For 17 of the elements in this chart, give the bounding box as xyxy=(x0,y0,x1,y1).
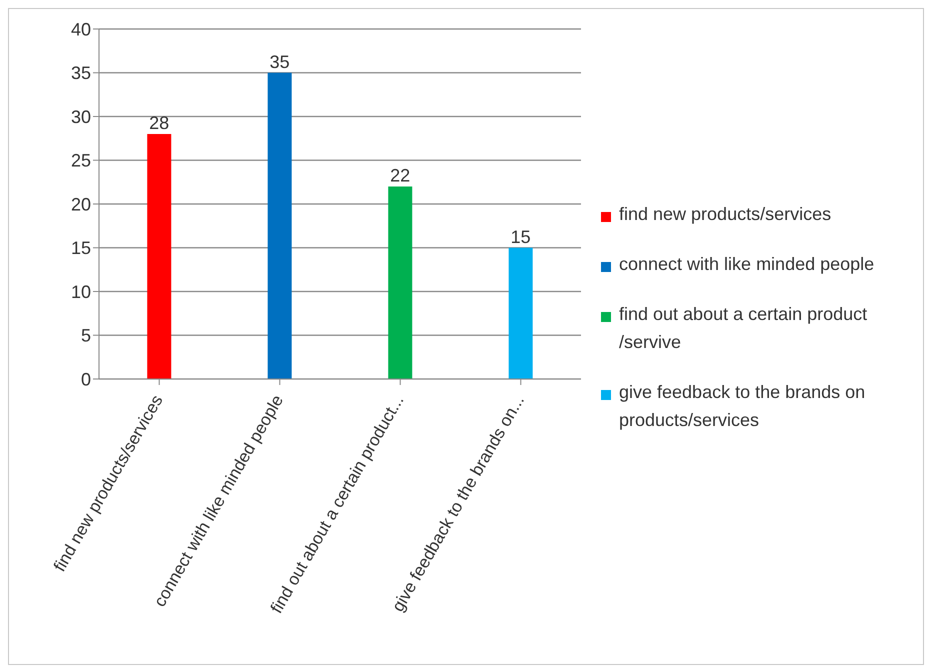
data-label: 15 xyxy=(510,226,531,247)
y-tick-label: 10 xyxy=(70,282,91,302)
y-tick-label: 30 xyxy=(70,106,91,127)
data-label: 22 xyxy=(390,166,410,186)
data-label: 35 xyxy=(270,52,290,72)
y-tick-label: 0 xyxy=(80,369,91,390)
legend-label: connect with like minded people xyxy=(619,253,874,276)
y-tick-label: 25 xyxy=(70,150,91,171)
legend-label: find new products/services xyxy=(619,203,832,226)
y-tick-label: 15 xyxy=(70,238,91,258)
y-tick-label: 20 xyxy=(70,194,91,214)
legend-label: give feedback to the brands on products/services xyxy=(619,381,866,432)
data-label: 28 xyxy=(149,113,170,133)
y-tick-label: 5 xyxy=(80,326,91,346)
y-tick-label: 35 xyxy=(70,63,91,84)
y-tick-label: 40 xyxy=(70,19,91,40)
legend-label: find out about a certain product /servive xyxy=(619,303,868,354)
